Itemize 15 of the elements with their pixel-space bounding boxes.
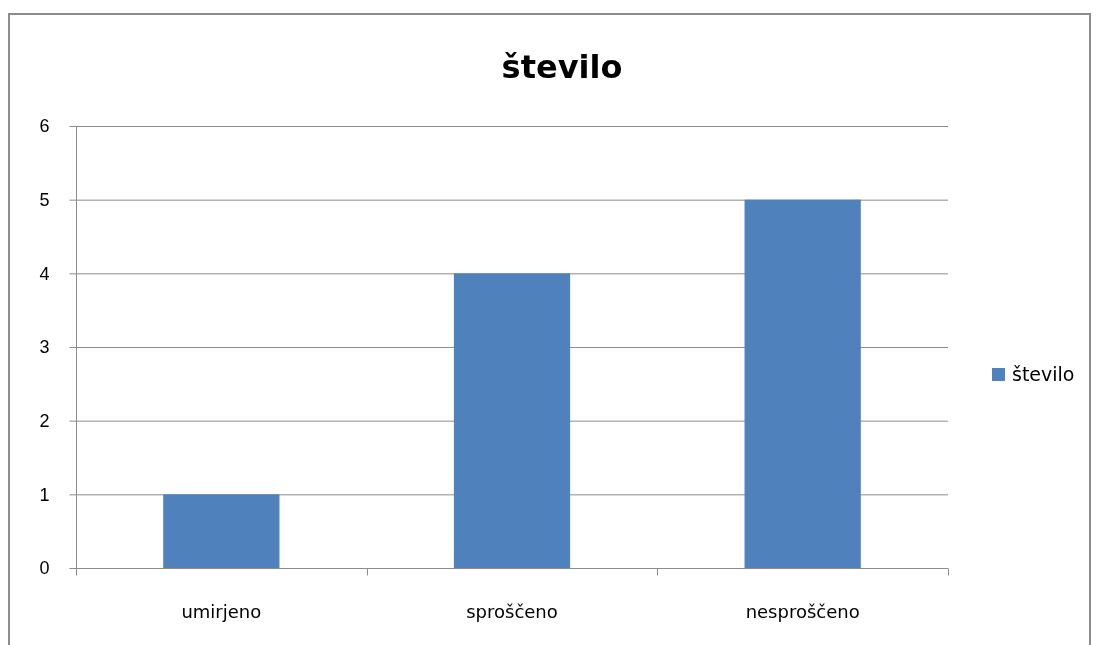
bar [744, 199, 861, 568]
y-tick-label: 3 [39, 337, 50, 358]
chart-title: število [501, 48, 623, 86]
bar [453, 273, 571, 568]
y-tick-label: 6 [39, 116, 50, 137]
legend-label: število [1012, 363, 1075, 385]
x-tick-label: umirjeno [181, 600, 262, 622]
bar [163, 494, 280, 568]
x-tick-label: nesproščeno [745, 600, 860, 622]
y-tick-label: 0 [39, 558, 50, 579]
y-tick-label: 5 [39, 189, 50, 210]
y-tick-label: 4 [39, 263, 50, 284]
y-tick-label: 2 [39, 410, 50, 431]
y-tick-label: 1 [39, 484, 50, 505]
x-tick-label: sproščeno [466, 600, 558, 622]
